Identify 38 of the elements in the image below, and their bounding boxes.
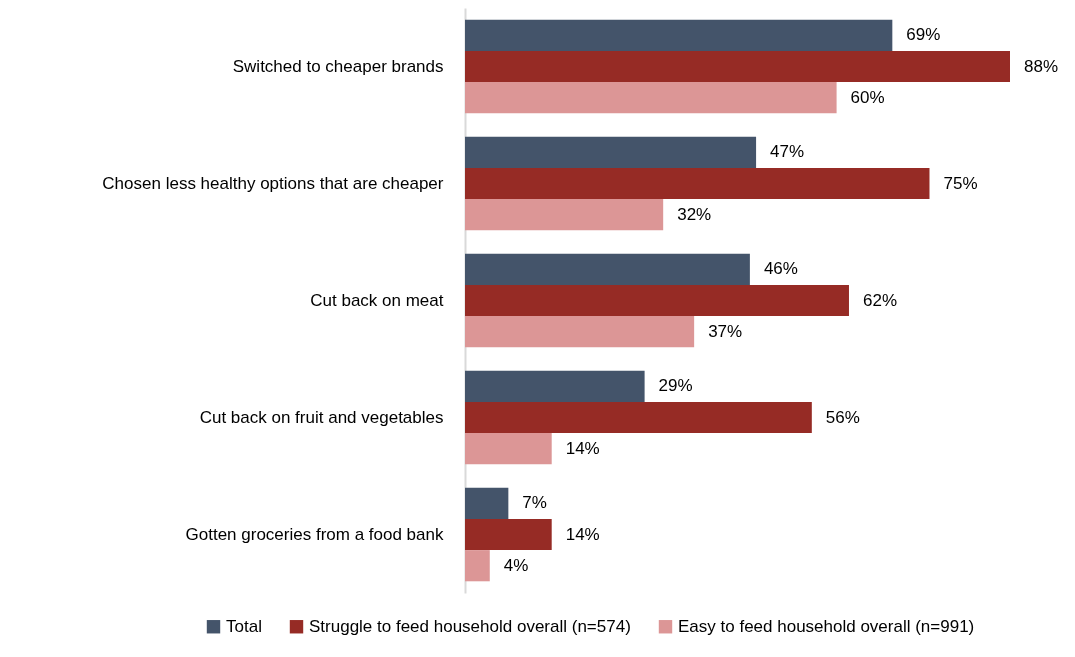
data-label: 32% — [677, 204, 712, 224]
data-label: 37% — [708, 321, 743, 341]
data-label: 62% — [862, 290, 898, 310]
y-tick-label: Chosen less healthy options that are cheaper — [102, 173, 444, 193]
data-label: 4% — [503, 555, 529, 575]
bar — [465, 284, 849, 317]
bar — [465, 433, 552, 465]
y-tick-label: Cut back on fruit and vegetables — [199, 407, 444, 427]
y-tick-label: Switched to cheaper brands — [232, 56, 444, 76]
bar — [465, 550, 490, 582]
data-label: 60% — [850, 87, 885, 107]
bar — [465, 19, 893, 51]
bar — [465, 253, 750, 285]
bar — [465, 518, 552, 551]
legend-label: Struggle to feed household overall (n=574) — [309, 616, 631, 636]
bar — [465, 370, 645, 402]
bar — [465, 82, 837, 114]
bar — [465, 199, 664, 231]
legend-label: Total — [226, 616, 262, 636]
bar — [465, 50, 1010, 83]
data-label: 46% — [763, 259, 798, 279]
data-label: 14% — [565, 438, 600, 458]
bar — [465, 136, 757, 168]
data-label: 47% — [770, 142, 805, 162]
data-label: 88% — [1024, 56, 1059, 76]
y-tick-label: Cut back on meat — [310, 290, 444, 310]
legend-label: Easy to feed household overall (n=991) — [678, 616, 975, 636]
data-label: 29% — [658, 376, 693, 396]
data-label: 75% — [943, 173, 978, 193]
bar — [465, 167, 930, 200]
data-label: 69% — [906, 25, 941, 45]
bar — [465, 487, 509, 519]
data-label: 14% — [565, 524, 600, 544]
bar — [465, 401, 812, 434]
data-label: 7% — [522, 493, 547, 513]
y-tick-label: Gotten groceries from a food bank — [185, 524, 444, 544]
bar — [465, 316, 695, 348]
data-label: 56% — [825, 407, 860, 427]
